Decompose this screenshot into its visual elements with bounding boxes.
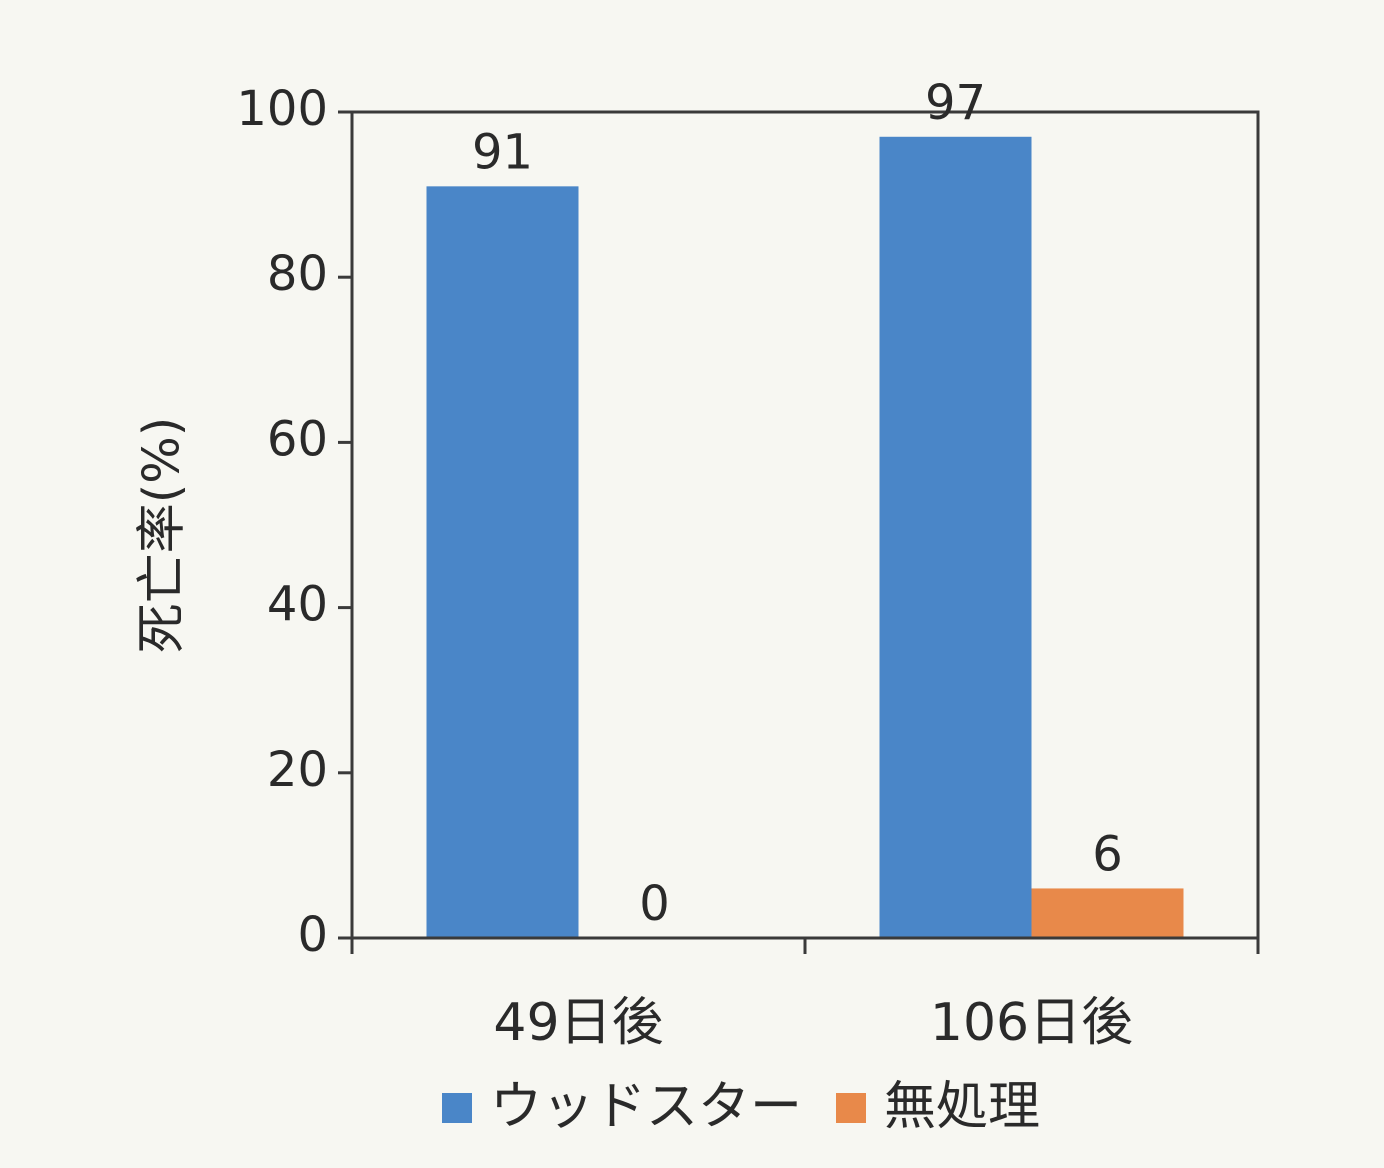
y-axis: 0 20 40 60 80 100: [236, 81, 352, 963]
data-labels: 91 97 0 6: [472, 75, 1123, 932]
y-tick-label: 60: [267, 411, 328, 467]
y-tick-label: 80: [267, 246, 328, 302]
y-tick-label: 100: [236, 81, 328, 137]
bar-value-label: 97: [925, 75, 986, 131]
y-tick-label: 20: [267, 742, 328, 798]
y-axis-title: 死亡率(%): [133, 417, 191, 654]
x-axis: 49日後 106日後: [350, 938, 1260, 1053]
legend-swatch: [836, 1093, 866, 1123]
x-category-label: 49日後: [493, 993, 663, 1053]
y-tick-label: 40: [267, 577, 328, 633]
legend: ウッドスター 無処理: [442, 1077, 1040, 1137]
y-tick-label: 0: [297, 907, 328, 963]
legend-swatch: [442, 1093, 472, 1123]
legend-label: ウッドスター: [490, 1077, 802, 1137]
bar-value-label: 91: [472, 124, 533, 180]
bar: [879, 136, 1032, 938]
legend-label: 無処理: [884, 1077, 1040, 1137]
bar: [426, 186, 579, 939]
bar: [1031, 888, 1184, 938]
bar-value-label: 6: [1092, 826, 1123, 882]
bars-layer: [426, 136, 1184, 939]
bar-value-label: 0: [639, 876, 670, 932]
x-category-label: 106日後: [930, 993, 1133, 1053]
